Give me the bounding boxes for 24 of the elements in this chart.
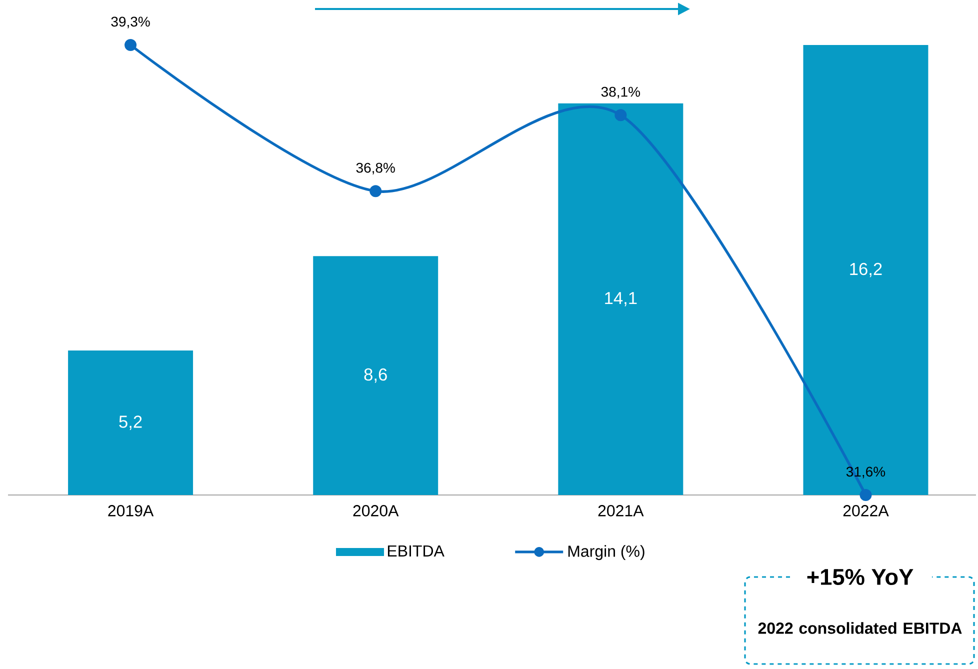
bar <box>313 256 438 495</box>
bar <box>803 45 928 495</box>
data-label: 31,6% <box>846 466 886 478</box>
point <box>124 39 137 52</box>
x-tick-label: 2020A <box>353 505 399 516</box>
bar <box>68 350 194 495</box>
data-label: 36,8% <box>356 162 395 174</box>
bar <box>558 103 684 495</box>
point <box>370 185 382 198</box>
text: 2022 consolidated EBITDA <box>758 622 962 634</box>
data-label: 5,2 <box>119 416 142 430</box>
x-tick-label: 2022A <box>843 505 889 516</box>
legend-label: EBITDA <box>388 545 444 556</box>
text: +15% YoY <box>807 569 914 586</box>
x-tick-label: 2019A <box>108 505 154 516</box>
point <box>860 489 872 502</box>
data-label: 39,3% <box>111 16 150 28</box>
data-label: 8,6 <box>364 368 387 383</box>
data-label: 14,1 <box>605 292 637 306</box>
data-label: 38,1% <box>601 86 640 98</box>
legend-label: Margin (%) <box>568 545 644 560</box>
point <box>614 109 627 122</box>
data-label: 16,2 <box>850 262 882 278</box>
x-tick-label: 2021A <box>598 505 644 516</box>
